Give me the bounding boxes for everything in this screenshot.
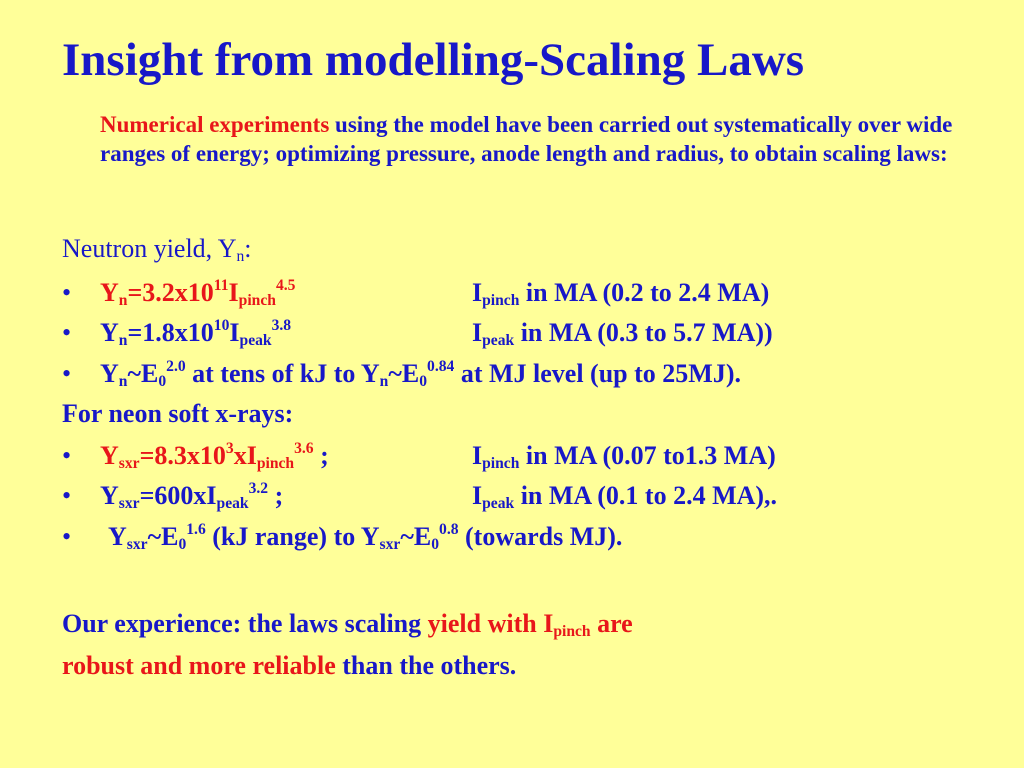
intro-paragraph: Numerical experiments using the model ha… — [100, 110, 980, 168]
formula-n3: Yn~E02.0 at tens of kJ to Yn~E00.84 at M… — [100, 358, 741, 390]
bullet-n3: • — [62, 359, 72, 388]
neutron-heading-text: Neutron yield, Y — [62, 234, 237, 263]
formula-x2: Ysxr=600xIpeak3.2 ; — [100, 480, 284, 512]
bullet-x2: • — [62, 481, 72, 510]
formula-x1: Ysxr=8.3x103xIpinch3.6 ; — [100, 440, 329, 472]
conclusion-text-1: Our experience: the laws scaling — [62, 609, 428, 638]
slide-title: Insight from modelling-Scaling Laws — [62, 34, 805, 86]
conclusion-highlight-3: robust and more reliable — [62, 651, 336, 680]
bullet-n1: • — [62, 278, 72, 307]
neutron-heading-sub: n — [236, 247, 245, 265]
bullet-n2: • — [62, 318, 72, 347]
conclusion-highlight-2: are — [590, 609, 633, 638]
intro-highlight: Numerical experiments — [100, 112, 330, 137]
conclusion-highlight-1: yield with I — [427, 609, 554, 638]
conclusion-text-2: than the others. — [335, 651, 517, 680]
intro-text: using the model have been carried out sy… — [100, 112, 953, 166]
neon-heading: For neon soft x-rays: — [62, 399, 294, 428]
formula-n1: Yn=3.2x1011Ipinch4.5 — [100, 277, 296, 309]
neutron-heading-end: : — [244, 234, 252, 263]
range-x2: Ipeak in MA (0.1 to 2.4 MA),. — [472, 481, 778, 512]
range-n1: Ipinch in MA (0.2 to 2.4 MA) — [472, 278, 770, 309]
bullet-x1: • — [62, 441, 72, 470]
conclusion-highlight-sub: pinch — [553, 622, 591, 640]
range-n2: Ipeak in MA (0.3 to 5.7 MA)) — [472, 318, 773, 349]
formula-n2: Yn=1.8x1010Ipeak3.8 — [100, 317, 292, 349]
range-x1: Ipinch in MA (0.07 to1.3 MA) — [472, 441, 776, 472]
neutron-heading: Neutron yield, Yn: — [62, 234, 252, 264]
conclusion-paragraph: Our experience: the laws scaling yield w… — [62, 603, 633, 687]
formula-x3: Ysxr~E01.6 (kJ range) to Ysxr~E00.8 (tow… — [108, 521, 623, 553]
bullet-x3: • — [62, 522, 72, 551]
